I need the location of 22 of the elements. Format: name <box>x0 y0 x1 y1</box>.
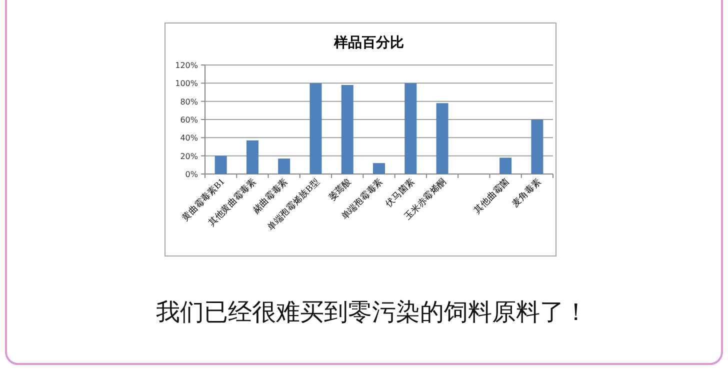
bar <box>246 140 258 174</box>
bar <box>436 103 448 174</box>
y-tick-label: 120% <box>175 61 198 70</box>
bar <box>500 158 512 174</box>
bar <box>373 163 385 174</box>
x-tick-label: 麦角毒素 <box>510 176 543 209</box>
y-tick-label: 20% <box>180 152 198 161</box>
x-tick-label: 萎蔫酸 <box>326 176 353 203</box>
y-tick-label: 0% <box>185 170 198 179</box>
bar <box>214 156 227 174</box>
y-tick-label: 100% <box>175 79 198 88</box>
bar <box>278 158 290 174</box>
bar <box>531 120 544 174</box>
bar <box>404 83 417 174</box>
text: 我们已经很难买到零污染的饲料原料了！ <box>156 298 588 326</box>
bar <box>341 84 354 174</box>
y-tick-label: 40% <box>180 134 198 143</box>
y-tick-label: 80% <box>180 97 198 106</box>
x-tick-label: 其他曲霉菌 <box>472 176 511 216</box>
y-tick-label: 60% <box>180 116 198 124</box>
bar <box>310 83 322 174</box>
chart-title: 样品百分比 <box>333 35 404 51</box>
